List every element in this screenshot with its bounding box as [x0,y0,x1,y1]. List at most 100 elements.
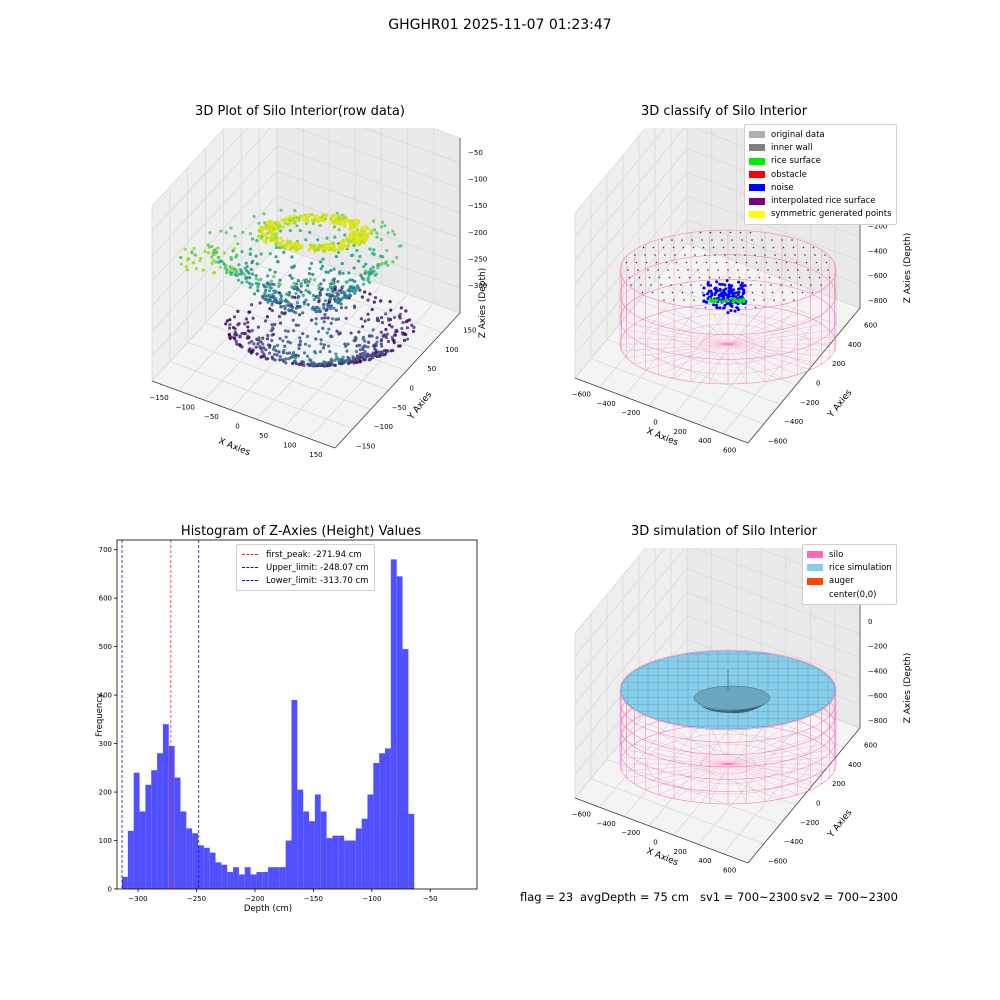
legend-label: center(0,0) [829,589,877,600]
y-tick-label: 50 [427,365,436,373]
x-tick-label: 100 [283,442,296,450]
legend-line [242,554,258,555]
y-tick-label: 700 [99,546,112,554]
y-tick-label: −100 [374,423,393,431]
z-tick-label: −800 [868,717,887,725]
histogram-bar [344,840,350,889]
x-tick-label: 0 [653,839,657,847]
histogram-bar [192,833,198,889]
legend-entry: symmetric generated points [749,208,892,221]
legend-line [242,567,258,568]
legend-entry: center(0,0) [807,588,892,601]
x-tick-label: 600 [723,866,736,874]
histogram-bar [162,724,169,889]
raw-z-label: Z Axies (Depth) [478,268,488,339]
histogram-bar [291,699,298,889]
x-tick-label: 400 [698,437,711,445]
y-tick-label: −200 [800,819,819,827]
legend-entry: first_peak: -271.94 cm [242,548,369,561]
y-tick-label: 100 [445,346,458,354]
legend-entry: obstacle [749,168,892,181]
raw-y-label: Y Axies [406,390,435,423]
legend-label: auger [829,576,854,587]
histogram-bar [186,828,193,889]
histogram-bar [168,746,175,889]
legend-label: first_peak: -271.94 cm [266,549,362,560]
histogram-bar [227,872,234,889]
raw-plot-title: 3D Plot of Silo Interior(row data) [195,104,405,119]
x-tick-label: −200 [621,829,640,837]
z-tick-label: −150 [468,202,487,210]
histogram-bar [396,576,403,889]
y-tick-label: 300 [99,740,112,748]
histogram-bar [244,867,251,889]
y-tick-label: 150 [463,327,476,335]
y-tick-label: 600 [99,595,112,603]
y-tick-label: 200 [99,789,112,797]
x-tick-label: −150 [149,394,168,402]
histogram-legend: first_peak: -271.94 cm Upper_limit: -248.… [236,544,375,591]
histogram-bar [139,811,146,889]
legend-swatch [749,171,765,179]
histogram-bar [402,649,409,889]
legend-label: Lower_limit: -313.70 cm [266,575,369,586]
histogram-bar [326,838,333,889]
classify-3d-plot: −600 −400 −200 0 200 400 600 −600 −400 −200 0 200 40… [572,128,913,454]
histogram-x-label: Depth (cm) [244,904,292,914]
legend-entry: interpolated rice surface [749,194,892,207]
histogram-y-label: Frequency [95,693,105,737]
raw-tick-labels: −150 −100 −50 0 50 100 150 −150 −100 −50 0 50 100 150… [149,149,487,459]
histogram-bar [203,847,210,889]
classify-y-label: Y Axies [826,388,855,421]
histogram-bar [133,772,140,889]
y-tick-label: −600 [768,437,787,445]
y-tick-label: −150 [356,442,375,450]
histogram-bar [273,867,280,889]
histogram-bar [122,876,128,889]
histogram-bar [238,874,245,889]
y-tick-label: 600 [864,322,877,330]
y-tick-label: −600 [768,857,787,865]
sv1-text: sv1 = 700~2300 [700,890,798,904]
histogram-bar [355,828,362,889]
histogram-bar [250,874,257,889]
legend-entry: noise [749,181,892,194]
histogram-bar [320,811,327,889]
legend-entry: auger [807,575,892,588]
x-tick-label: 200 [674,428,687,436]
histogram-bar [361,818,368,889]
x-tick-label: −200 [621,409,640,417]
legend-entry: rice simulation [807,561,892,574]
legend-label: silo [829,549,844,560]
legend-swatch [749,197,765,205]
simulation-silo-wireframe [619,649,837,805]
x-tick-label: −300 [128,895,147,903]
classify-noise-points [702,279,748,315]
legend-entry: rice surface [749,155,892,168]
y-tick-label: −200 [800,399,819,407]
y-tick-label: −400 [784,838,803,846]
x-tick-label: −200 [245,895,264,903]
legend-swatch [749,157,765,165]
legend-entry: original data [749,128,892,141]
x-tick-label: 600 [723,446,736,454]
simulation-plot-title: 3D simulation of Silo Interior [631,524,817,539]
simulation-legend: silo rice simulation auger center(0,0) [802,544,897,606]
histogram-bar [221,864,228,889]
histogram-bar [390,559,397,889]
simulation-y-label: Y Axies [826,808,855,841]
x-tick-label: −150 [304,895,323,903]
legend-label: rice surface [771,156,821,167]
y-tick-label: 500 [99,643,112,651]
histogram-bar [349,840,356,889]
histogram-bar [209,852,216,889]
legend-swatch [749,131,765,139]
x-tick-label: −250 [187,895,206,903]
histogram-bar [145,784,152,889]
y-tick-label: 100 [99,837,112,845]
rice-depression [693,685,771,711]
z-tick-label: 0 [868,618,872,626]
raw-3d-plot: −150 −100 −50 0 50 100 150 −150 −100 −50 0 50 100 150… [149,128,488,459]
z-tick-label: −200 [468,229,487,237]
legend-entry: Upper_limit: -248.07 cm [242,561,369,574]
